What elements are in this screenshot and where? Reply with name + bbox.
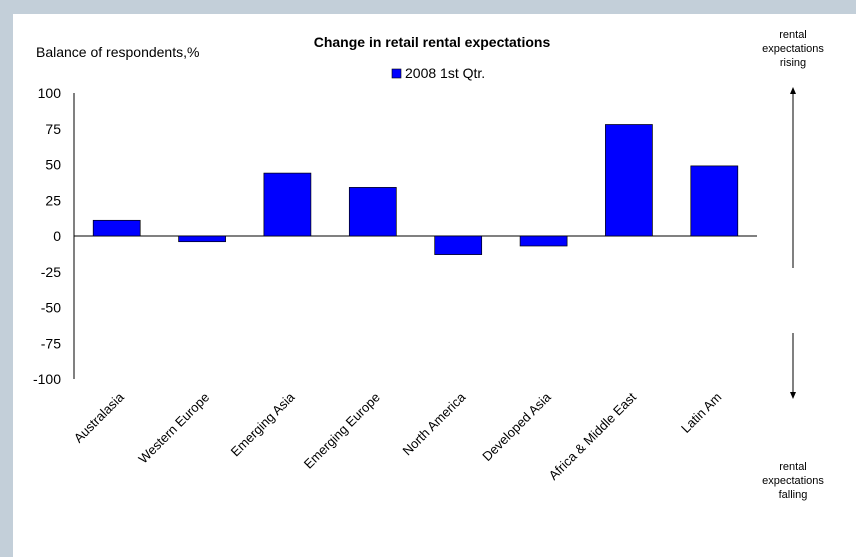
y-tick-label: 100 <box>38 85 62 101</box>
bar <box>348 187 397 237</box>
rising-annotation: rising <box>780 57 806 69</box>
axes <box>73 93 757 379</box>
category-label: Emerging Europe <box>301 390 383 472</box>
falling-annotation: rental <box>779 461 807 473</box>
category-label: Western Europe <box>135 390 212 467</box>
rising-arrowhead <box>790 87 796 94</box>
legend: 2008 1st Qtr. <box>391 65 485 81</box>
rising-annotation: expectations <box>762 43 824 55</box>
falling-annotation: expectations <box>762 475 824 487</box>
legend-swatch <box>391 68 402 79</box>
y-tick-label: 75 <box>45 121 61 137</box>
y-tick-label: 0 <box>53 228 61 244</box>
bar <box>178 235 226 243</box>
legend-label: 2008 1st Qtr. <box>405 65 485 81</box>
category-labels: Australasia Western Europe Emerging Asia Em… <box>71 389 725 483</box>
bar <box>263 172 312 237</box>
y-tick-labels: 100 75 50 25 0 -25 -50 -75 -100 <box>33 85 61 387</box>
bar <box>690 165 739 237</box>
category-label: Latin Am <box>678 390 724 436</box>
side-annotations: rental expectations rising rental expectatio… <box>762 29 824 501</box>
category-label: Developed Asia <box>479 389 554 464</box>
chart-title: Change in retail rental expectations <box>314 34 551 50</box>
y-tick-label: -50 <box>41 300 61 316</box>
category-label: Africa & Middle East <box>546 389 640 483</box>
bars <box>92 124 739 255</box>
category-label: Emerging Asia <box>228 389 298 459</box>
bar <box>519 235 568 247</box>
bar <box>92 219 141 237</box>
rising-annotation: rental <box>779 29 807 41</box>
chart-panel <box>13 14 856 557</box>
falling-annotation: falling <box>779 489 808 501</box>
category-label: Australasia <box>71 389 128 446</box>
y-tick-label: -100 <box>33 371 61 387</box>
bar <box>605 124 653 237</box>
y-tick-label: -75 <box>41 335 61 351</box>
y-tick-label: 50 <box>45 157 61 173</box>
category-label: North America <box>399 389 468 458</box>
bar <box>434 235 483 255</box>
falling-arrowhead <box>790 392 796 399</box>
y-axis-label: Balance of respondents,% <box>36 44 199 60</box>
y-tick-label: -25 <box>41 264 61 280</box>
y-tick-label: 25 <box>45 192 61 208</box>
